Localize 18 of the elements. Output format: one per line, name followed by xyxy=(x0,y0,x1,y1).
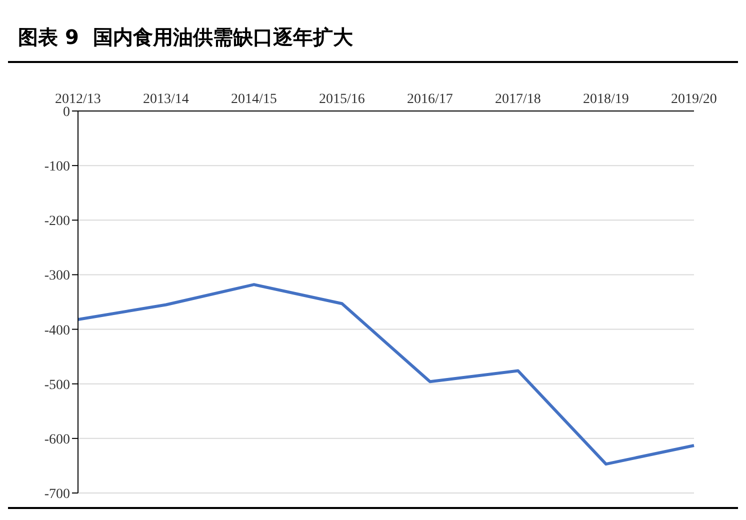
x-tick-label: 2017/18 xyxy=(495,92,541,107)
line-series xyxy=(76,283,696,466)
y-tick-label: -100 xyxy=(44,160,70,175)
x-tick-label: 2019/20 xyxy=(671,92,717,107)
y-tick-label: -400 xyxy=(44,323,70,338)
y-tick-label: -600 xyxy=(44,432,70,448)
x-tick-label: 2014/15 xyxy=(231,92,277,107)
y-tick-label: 0 xyxy=(63,104,70,120)
chart-title: 图表 9 国内食用油供需缺口逐年扩大 xyxy=(8,8,738,63)
y-tick-label: -200 xyxy=(44,214,70,230)
y-tick-label: -500 xyxy=(44,378,70,393)
y-tick-label: -300 xyxy=(44,268,70,284)
x-tick-label: 2018/19 xyxy=(583,92,629,107)
x-tick-label: 2016/17 xyxy=(407,92,453,107)
y-tick-label: -700 xyxy=(44,486,70,502)
x-tick-label: 2012/13 xyxy=(55,92,101,107)
x-tick-label: 2015/16 xyxy=(319,92,365,107)
x-tick-label: 2013/14 xyxy=(143,92,189,107)
